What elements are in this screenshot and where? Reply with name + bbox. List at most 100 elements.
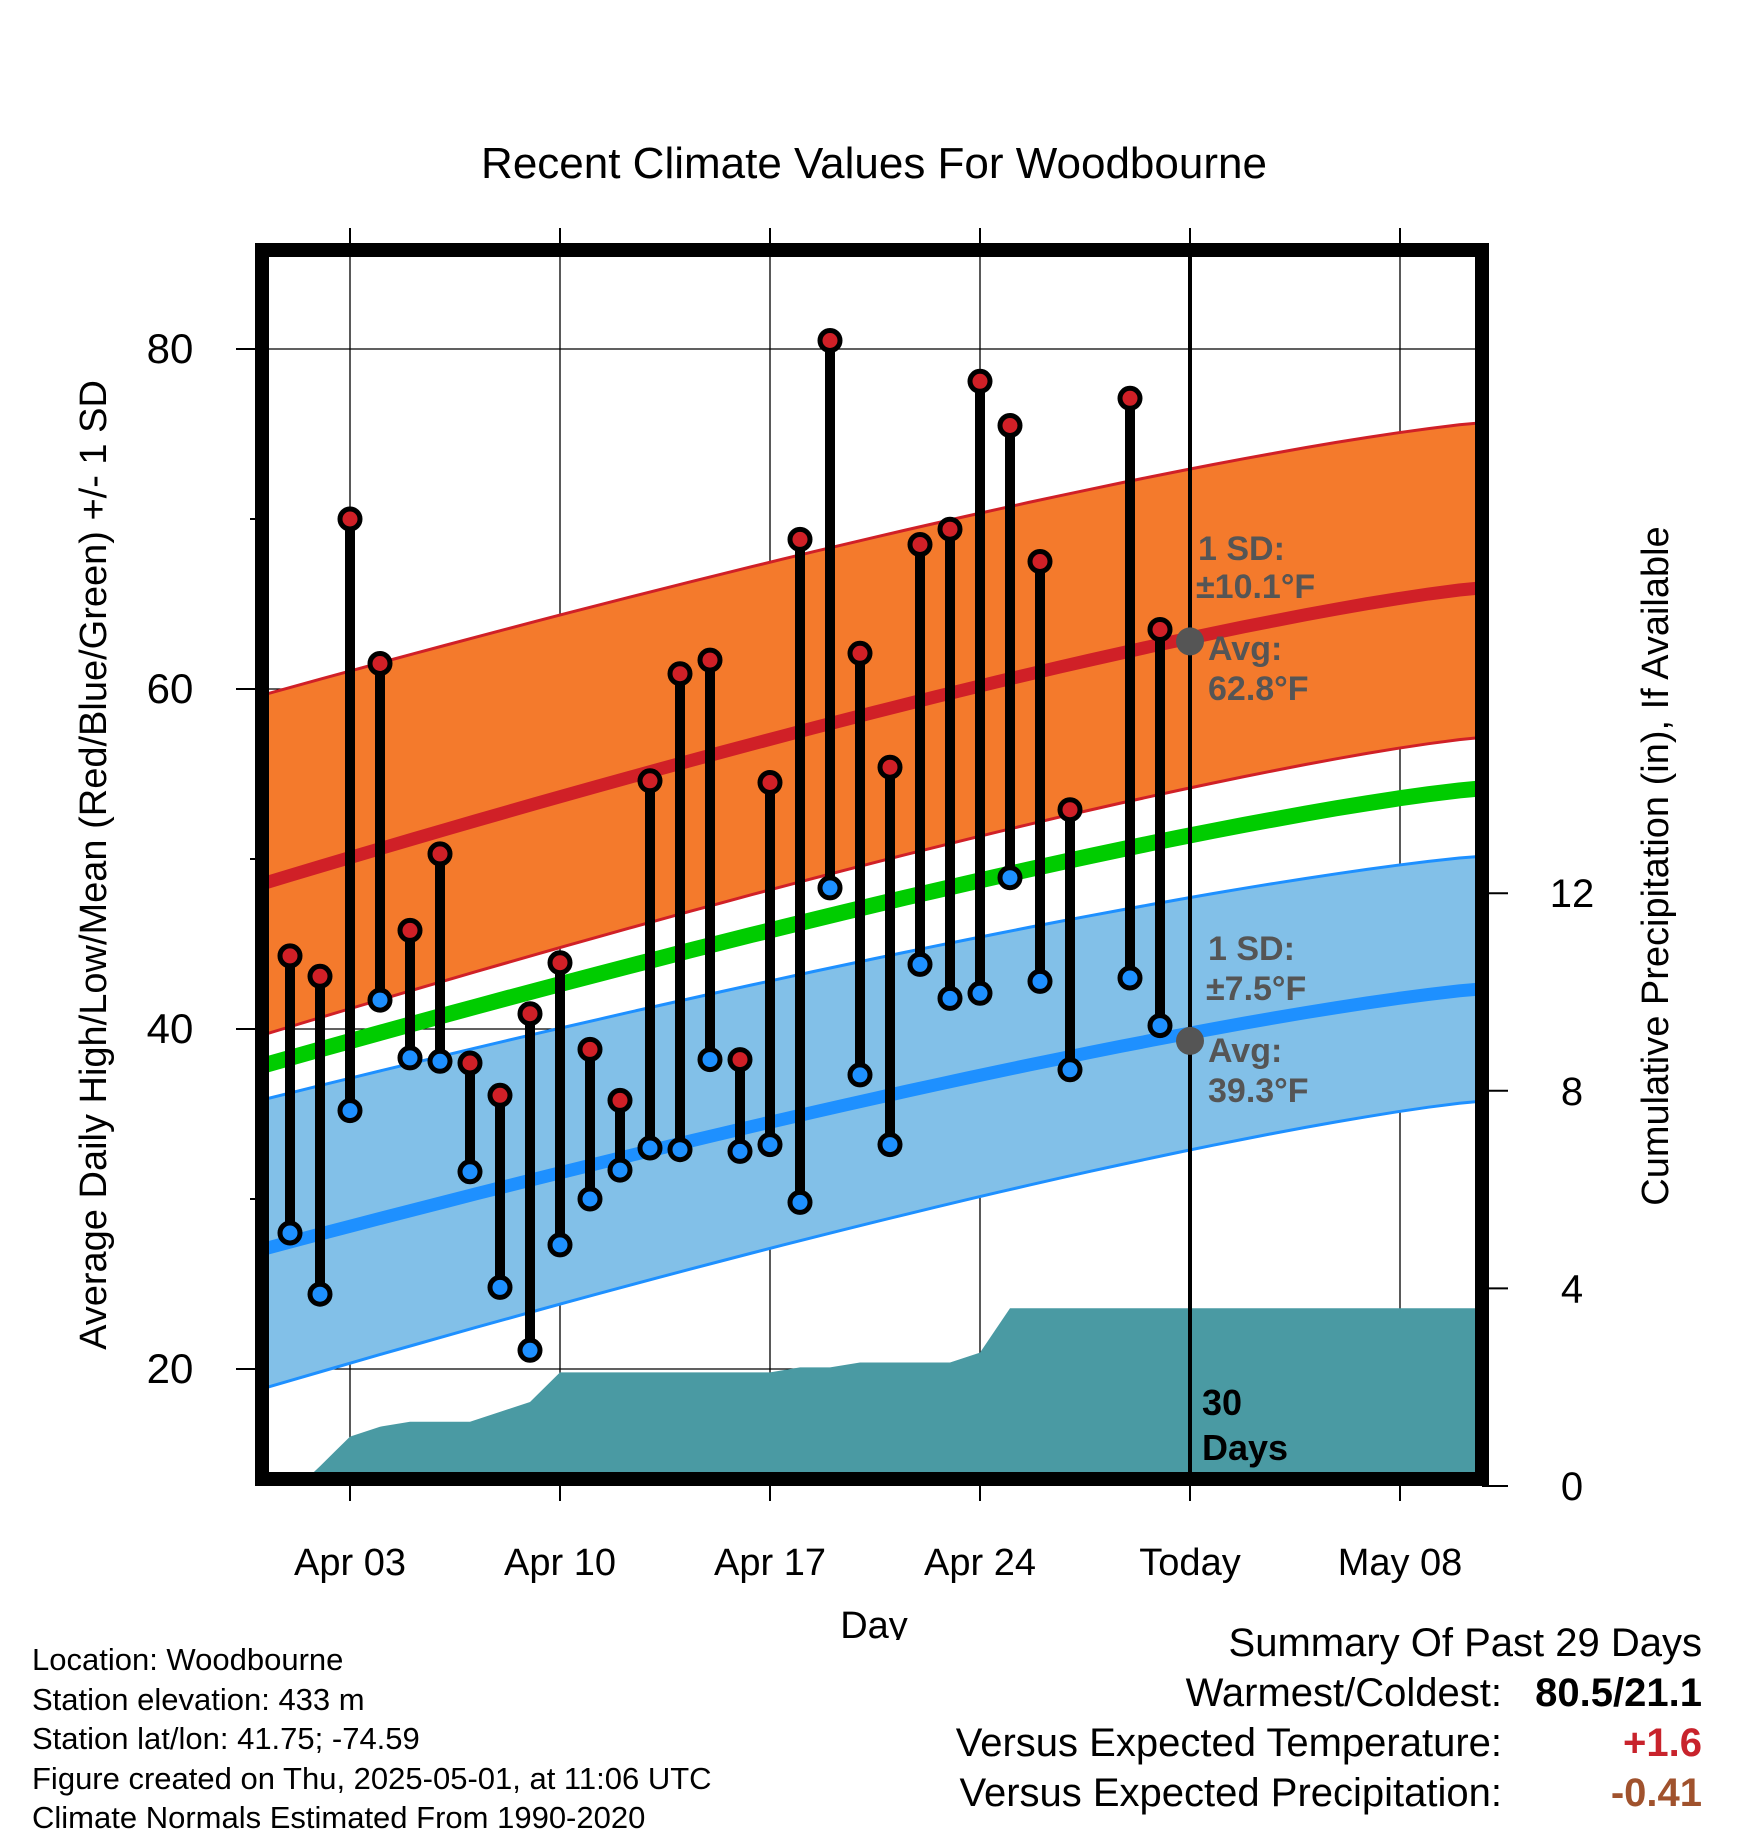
day-mark-25 bbox=[997, 413, 1023, 891]
y2-tick-label: 4 bbox=[1561, 1267, 1583, 1311]
normals-text: Climate Normals Estimated From 1990-2020 bbox=[32, 1800, 646, 1835]
low-point bbox=[517, 1337, 543, 1363]
low-avg-marker bbox=[1176, 1026, 1204, 1055]
low-point bbox=[757, 1132, 783, 1158]
high-sd-band bbox=[262, 422, 1482, 1036]
high-point bbox=[667, 661, 693, 687]
summary-temp: Versus Expected Temperature: +1.6 bbox=[802, 1718, 1702, 1768]
high-point bbox=[697, 647, 723, 673]
low-sd-lower-line bbox=[262, 1099, 1482, 1391]
precip-value: -0.41 bbox=[1610, 1771, 1702, 1815]
day-mark-30 bbox=[1147, 617, 1173, 1039]
high-point bbox=[307, 963, 333, 989]
y2-tick-label: 0 bbox=[1561, 1465, 1583, 1509]
day-mark-21 bbox=[877, 754, 903, 1158]
low-point bbox=[697, 1047, 723, 1073]
summary-panel: Summary Of Past 29 Days Warmest/Coldest:… bbox=[802, 1618, 1702, 1818]
day-mark-3 bbox=[337, 506, 363, 1124]
low-point bbox=[907, 951, 933, 977]
low-avg-label: Avg: bbox=[1208, 1032, 1282, 1070]
high-avg-marker bbox=[1176, 627, 1204, 656]
high-point bbox=[907, 532, 933, 557]
high-point bbox=[967, 368, 993, 394]
day-mark-24 bbox=[967, 368, 993, 1006]
station-info: Location: Woodbourne Station elevation: … bbox=[32, 1640, 932, 1838]
precip-area bbox=[306, 1308, 1482, 1479]
high-point bbox=[1147, 617, 1173, 642]
day-mark-23 bbox=[937, 516, 963, 1011]
y-tick-label: 40 bbox=[147, 1005, 194, 1052]
y-axis-label: Average Daily High/Low/Mean (Red/Blue/Gr… bbox=[73, 380, 115, 1350]
day-mark-26 bbox=[1027, 549, 1053, 994]
low-point bbox=[877, 1132, 903, 1158]
high-point bbox=[997, 413, 1023, 438]
high-point bbox=[937, 516, 963, 542]
low-point bbox=[817, 875, 843, 901]
high-point bbox=[817, 328, 843, 353]
summary-title: Summary Of Past 29 Days bbox=[1228, 1621, 1702, 1665]
low-sd-value: ±7.5°F bbox=[1206, 970, 1306, 1008]
high-point bbox=[1027, 549, 1053, 574]
day-mark-22 bbox=[907, 532, 933, 977]
high-point bbox=[337, 506, 363, 532]
high-point bbox=[577, 1036, 603, 1062]
day-mark-4 bbox=[367, 651, 393, 1013]
low-point bbox=[487, 1274, 513, 1300]
high-point bbox=[367, 651, 393, 676]
x-tick-label: Today bbox=[1139, 1542, 1240, 1584]
y-tick-label: 80 bbox=[147, 325, 194, 372]
high-point bbox=[457, 1050, 483, 1076]
x-tick-label: May 08 bbox=[1338, 1542, 1463, 1584]
warm-cold-value: 80.5/21.1 bbox=[1535, 1671, 1702, 1715]
low-point bbox=[607, 1157, 633, 1183]
high-point bbox=[487, 1082, 513, 1108]
high-point bbox=[547, 950, 573, 976]
high-point bbox=[847, 640, 873, 666]
x-axis-label: Day bbox=[840, 1605, 908, 1640]
low-avg-value: 39.3°F bbox=[1208, 1072, 1309, 1110]
day-mark-17 bbox=[757, 770, 783, 1158]
day-mark-7 bbox=[457, 1050, 483, 1185]
low-point bbox=[1117, 965, 1143, 991]
day-mark-5 bbox=[397, 917, 423, 1071]
day-mark-2 bbox=[307, 963, 333, 1307]
summary-precip: Versus Expected Precipitation: -0.41 bbox=[802, 1768, 1702, 1818]
high-avg-label: Avg: bbox=[1208, 630, 1282, 668]
y2-tick-label: 12 bbox=[1550, 872, 1595, 916]
day-mark-12 bbox=[607, 1087, 633, 1183]
high-point bbox=[607, 1087, 633, 1113]
temp-value: +1.6 bbox=[1623, 1721, 1702, 1765]
low-sd-band bbox=[262, 856, 1482, 1389]
high-point bbox=[757, 770, 783, 795]
day-mark-1 bbox=[277, 943, 303, 1246]
low-sd-upper-line bbox=[262, 854, 1482, 1102]
y-tick-label: 20 bbox=[147, 1345, 194, 1392]
high-normal-line bbox=[262, 581, 1482, 891]
temp-label: Versus Expected Temperature: bbox=[955, 1721, 1502, 1765]
high-sd-label: 1 SD: bbox=[1198, 530, 1285, 568]
day-mark-19 bbox=[817, 328, 843, 901]
day-mark-27 bbox=[1057, 797, 1083, 1083]
low-point bbox=[937, 985, 963, 1011]
high-sd-value: ±10.1°F bbox=[1196, 568, 1315, 606]
low-point bbox=[967, 980, 993, 1006]
day-mark-10 bbox=[547, 950, 573, 1258]
latlon-text: Station lat/lon: 41.75; -74.59 bbox=[32, 1721, 420, 1756]
high-avg-value: 62.8°F bbox=[1208, 670, 1309, 708]
high-point bbox=[727, 1047, 753, 1073]
high-point bbox=[517, 1001, 543, 1027]
high-sd-upper-line bbox=[262, 421, 1482, 697]
day-mark-29 bbox=[1117, 385, 1143, 991]
low-point bbox=[727, 1138, 753, 1164]
high-point bbox=[787, 526, 813, 552]
low-point bbox=[427, 1048, 453, 1074]
low-point bbox=[997, 865, 1023, 891]
today-label-unit: Days bbox=[1202, 1427, 1288, 1468]
day-mark-9 bbox=[517, 1001, 543, 1363]
low-point bbox=[637, 1135, 663, 1161]
low-normal-line bbox=[262, 982, 1482, 1257]
high-point bbox=[397, 917, 423, 943]
day-mark-8 bbox=[487, 1082, 513, 1300]
